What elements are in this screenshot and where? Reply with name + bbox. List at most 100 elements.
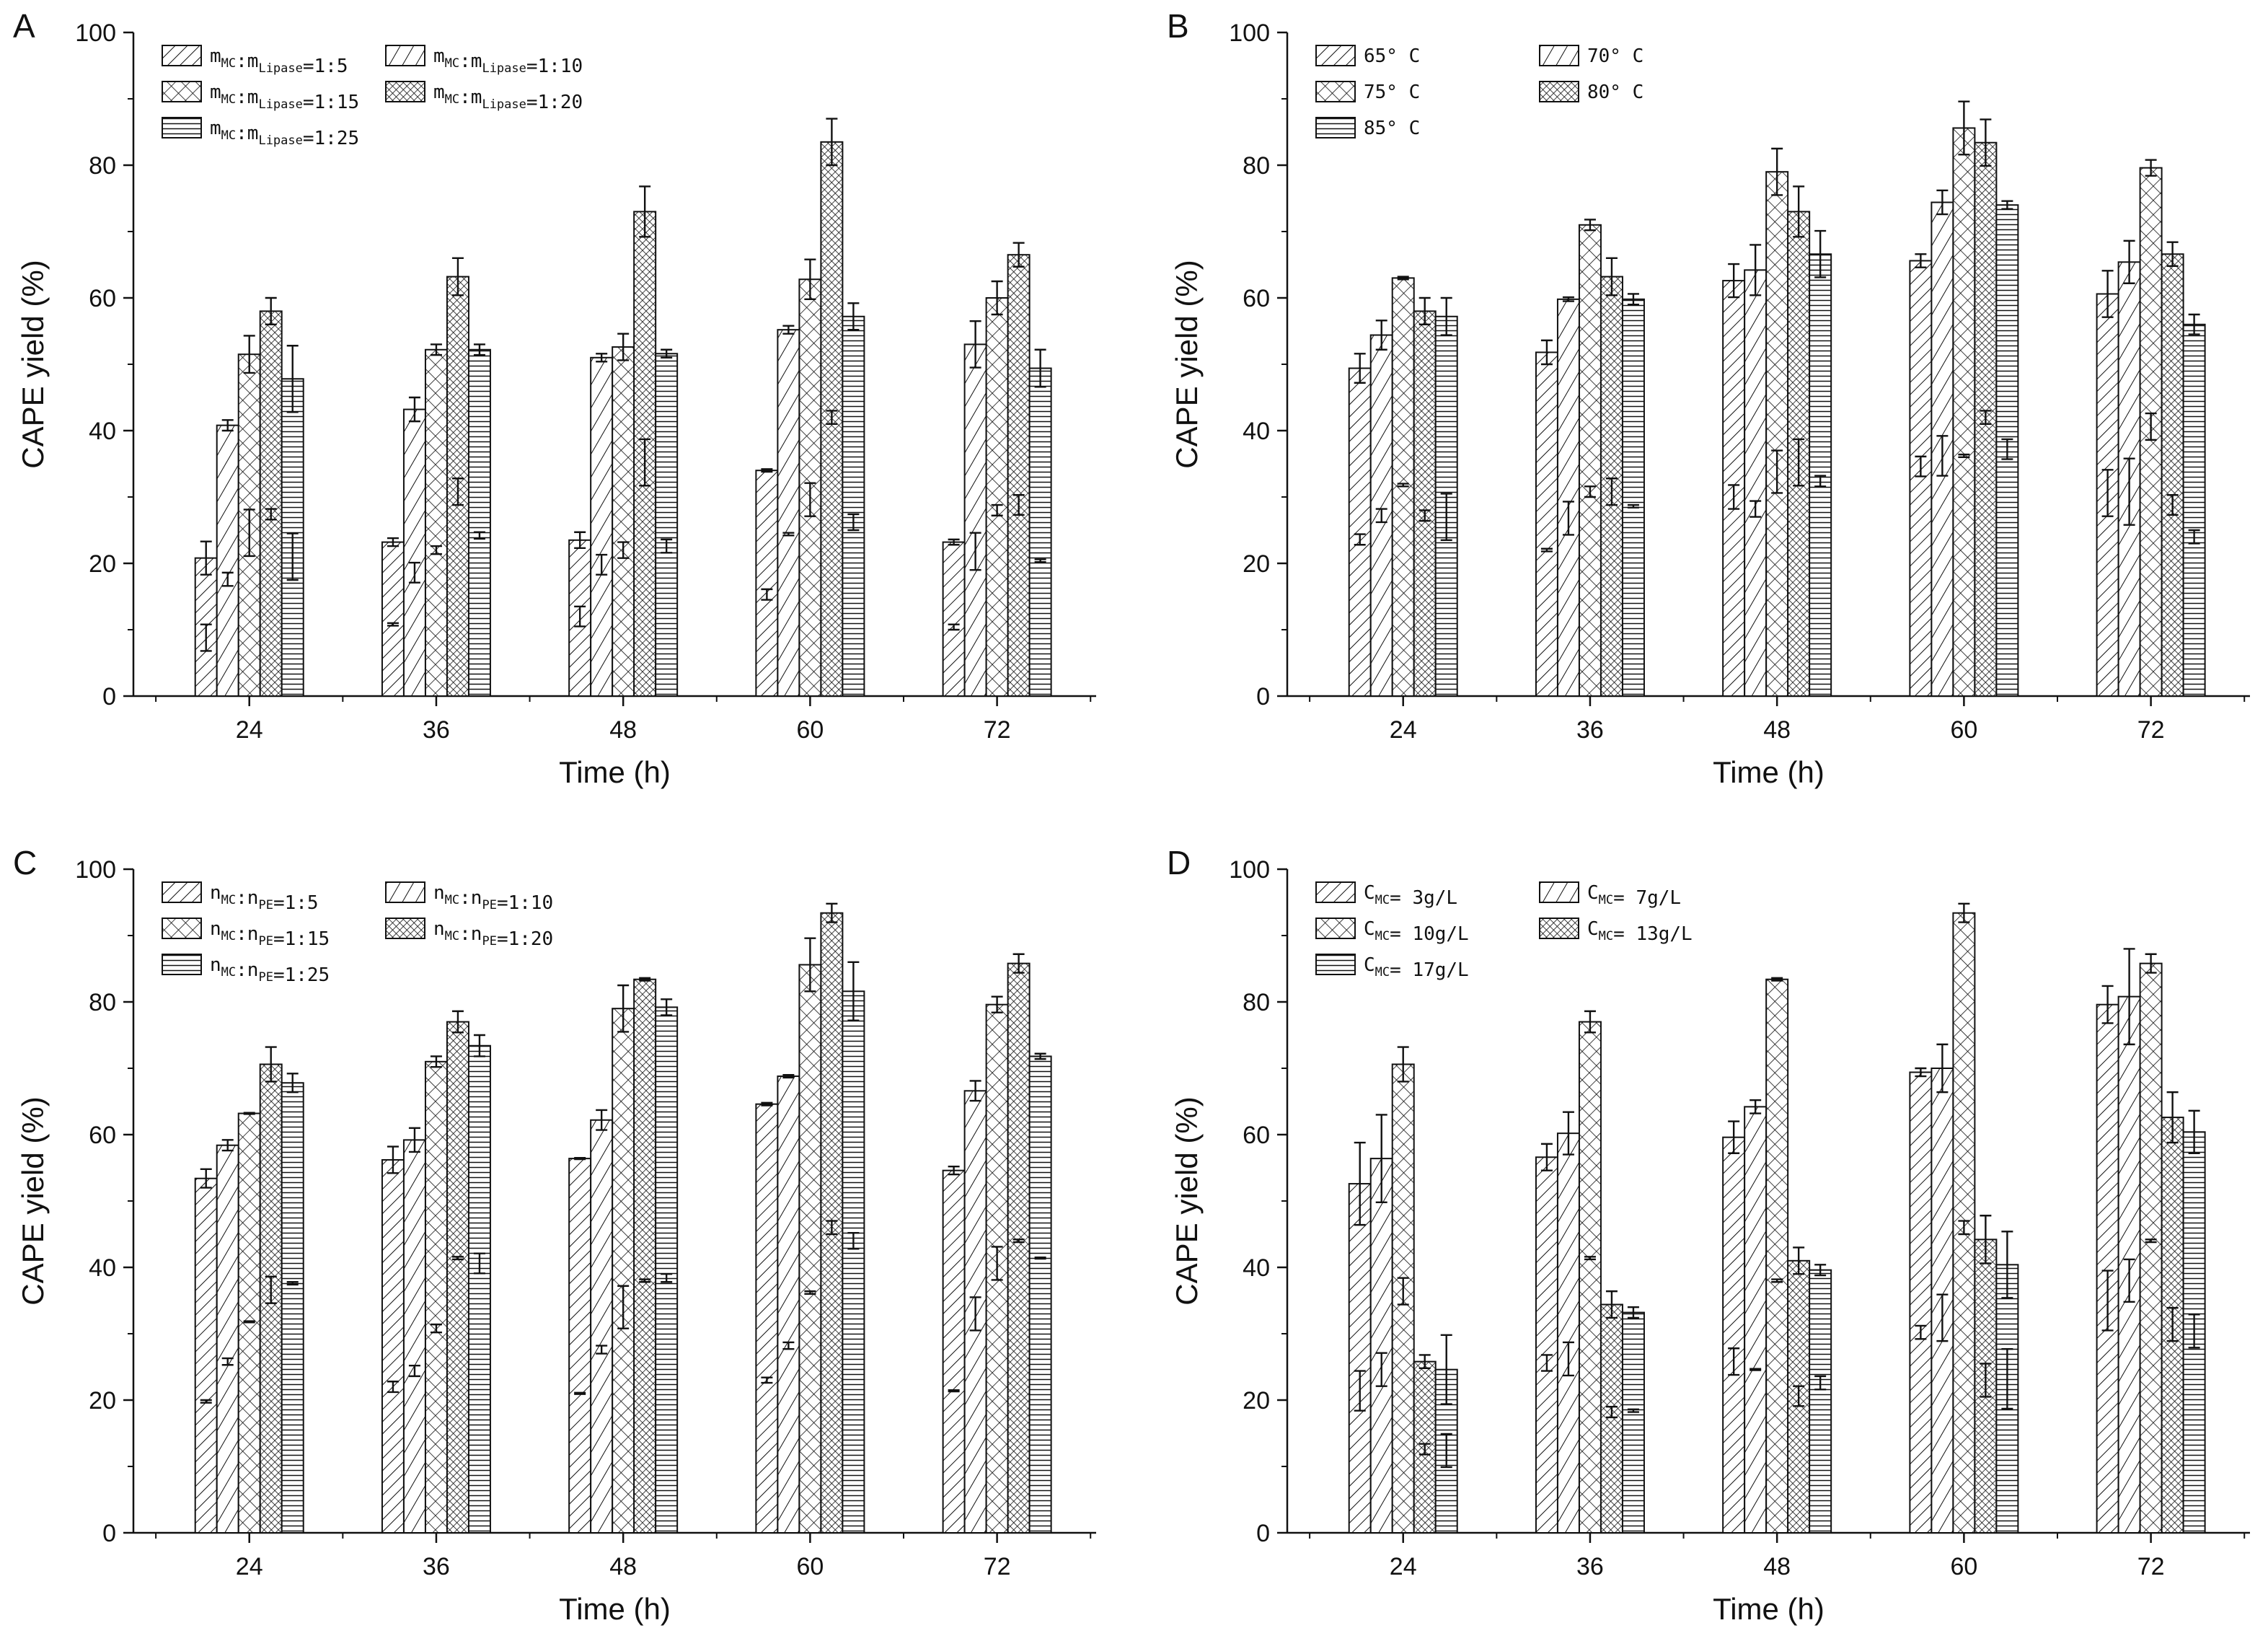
inner-error-bar	[451, 478, 464, 506]
error-bar	[2123, 948, 2135, 1046]
bars	[194, 902, 1052, 1534]
legend-swatch	[162, 45, 202, 66]
error-bar	[200, 1168, 212, 1189]
bar	[402, 408, 426, 697]
inner-error-bar	[1012, 494, 1025, 516]
error-bar	[1771, 147, 1783, 196]
inner-error-bar	[1793, 1385, 1805, 1407]
x-tick-label: 36	[1576, 716, 1604, 744]
chart-svg-d: D 0 20 40 60 80 100 24 36 48 60 72 Time (h) CAPE yiel…	[1167, 844, 2250, 1626]
inner-error-bar	[2145, 1239, 2157, 1244]
legend-swatch	[385, 881, 425, 903]
error-bar	[1397, 1046, 1409, 1083]
bar	[842, 315, 865, 697]
series-3	[1391, 902, 2163, 1534]
error-bar	[1936, 1043, 1949, 1094]
error-bar	[969, 1080, 981, 1102]
error-bar	[265, 1046, 277, 1083]
bar	[402, 1139, 426, 1534]
legend: CMC= 3g/L CMC= 7g/L CMC= 10g/L CMC= 13g/L CM…	[1315, 881, 1693, 981]
legend: mMC:mLipase=1:5 mMC:mLipase=1:10 mMC:mLipa…	[162, 45, 583, 149]
inner-error-bar	[1397, 1277, 1409, 1306]
error-bar	[221, 1139, 234, 1152]
error-bar	[1397, 276, 1409, 281]
error-bar	[1584, 1010, 1596, 1034]
error-bar	[1034, 348, 1046, 388]
x-tick-label: 24	[1390, 1553, 1417, 1580]
legend-item: CMC= 7g/L	[1539, 881, 1681, 909]
inner-error-bar	[2188, 529, 2200, 545]
error-bar	[473, 1034, 485, 1057]
error-bar	[826, 118, 838, 167]
legend-swatch	[1315, 117, 1356, 138]
error-bar	[991, 280, 1003, 316]
inner-error-bar	[969, 532, 981, 571]
inner-error-bar	[1440, 493, 1452, 541]
legend-swatch	[1539, 45, 1579, 66]
bar	[1578, 1021, 1602, 1534]
inner-error-bar	[969, 1296, 981, 1332]
error-bar	[991, 995, 1003, 1013]
legend-item: CMC= 10g/L	[1315, 918, 1469, 945]
inner-error-bar	[408, 1364, 420, 1378]
legend-label: mMC:mLipase=1:15	[210, 82, 359, 113]
bar	[798, 964, 822, 1534]
bar	[1413, 310, 1437, 697]
error-bar	[1034, 1052, 1046, 1060]
inner-error-bar	[2145, 412, 2157, 441]
bar	[963, 1090, 987, 1534]
legend-swatch	[385, 45, 425, 66]
inner-error-bar	[2166, 1306, 2179, 1342]
legend-item: nMC:nPE=1:25	[162, 954, 330, 986]
inner-error-bar	[1936, 1293, 1949, 1342]
inner-error-bar	[596, 1345, 608, 1355]
inner-error-bar	[1814, 1375, 1827, 1391]
error-bar	[1936, 189, 1949, 216]
chart-panel-a: A 0 20 40 60 80 100 24 36 48 60 72 Time (h) CAPE yiel…	[0, 0, 1114, 801]
bar	[1909, 1071, 1933, 1534]
bar	[467, 1044, 491, 1534]
inner-error-bar	[1627, 1408, 1639, 1413]
x-tick-label: 24	[1390, 716, 1417, 744]
bar	[633, 978, 657, 1534]
bar	[1535, 1156, 1558, 1534]
error-bar	[1915, 253, 1927, 268]
error-bar	[639, 977, 651, 982]
inner-error-bar	[1814, 475, 1827, 488]
error-bar	[265, 296, 277, 325]
y-tick-label: 40	[1243, 418, 1270, 445]
error-bar	[847, 302, 860, 331]
legend-label: 70° C	[1587, 45, 1643, 67]
inner-error-bar	[1749, 1368, 1762, 1371]
y-tick-label: 20	[1243, 550, 1270, 578]
bar	[1348, 367, 1372, 697]
bar	[1007, 254, 1031, 697]
panel-letter: C	[13, 844, 37, 881]
error-bar	[761, 468, 773, 473]
bar	[446, 1021, 469, 1534]
chart-panel-b: B 0 20 40 60 80 100 24 36 48 60 72 Time (h) CAPE yiel…	[1154, 0, 2268, 801]
y-tick-label: 40	[1243, 1254, 1270, 1282]
error-bar	[1749, 1099, 1762, 1114]
bars	[194, 118, 1052, 698]
inner-error-bar	[574, 1391, 586, 1395]
x-tick-label: 72	[2137, 716, 2165, 744]
legend-label: 65° C	[1364, 45, 1420, 67]
bar	[2161, 253, 2184, 697]
bar	[755, 1103, 779, 1534]
x-tick-label: 48	[609, 1553, 637, 1580]
legend-item: 75° C	[1315, 81, 1420, 103]
bar	[777, 329, 800, 697]
series-4	[1413, 118, 2184, 698]
legend-swatch	[385, 918, 425, 939]
series-2	[1369, 189, 2141, 697]
inner-error-bar	[1915, 1324, 1927, 1340]
inner-error-bar	[661, 1273, 673, 1283]
x-tick-label: 36	[1576, 1553, 1604, 1580]
series-3	[237, 258, 1009, 697]
inner-error-bar	[782, 1341, 795, 1350]
inner-error-bar	[1397, 483, 1409, 488]
y-axis-title: CAPE yield (%)	[16, 1096, 50, 1305]
series-2	[216, 1074, 987, 1534]
bar	[612, 346, 635, 697]
